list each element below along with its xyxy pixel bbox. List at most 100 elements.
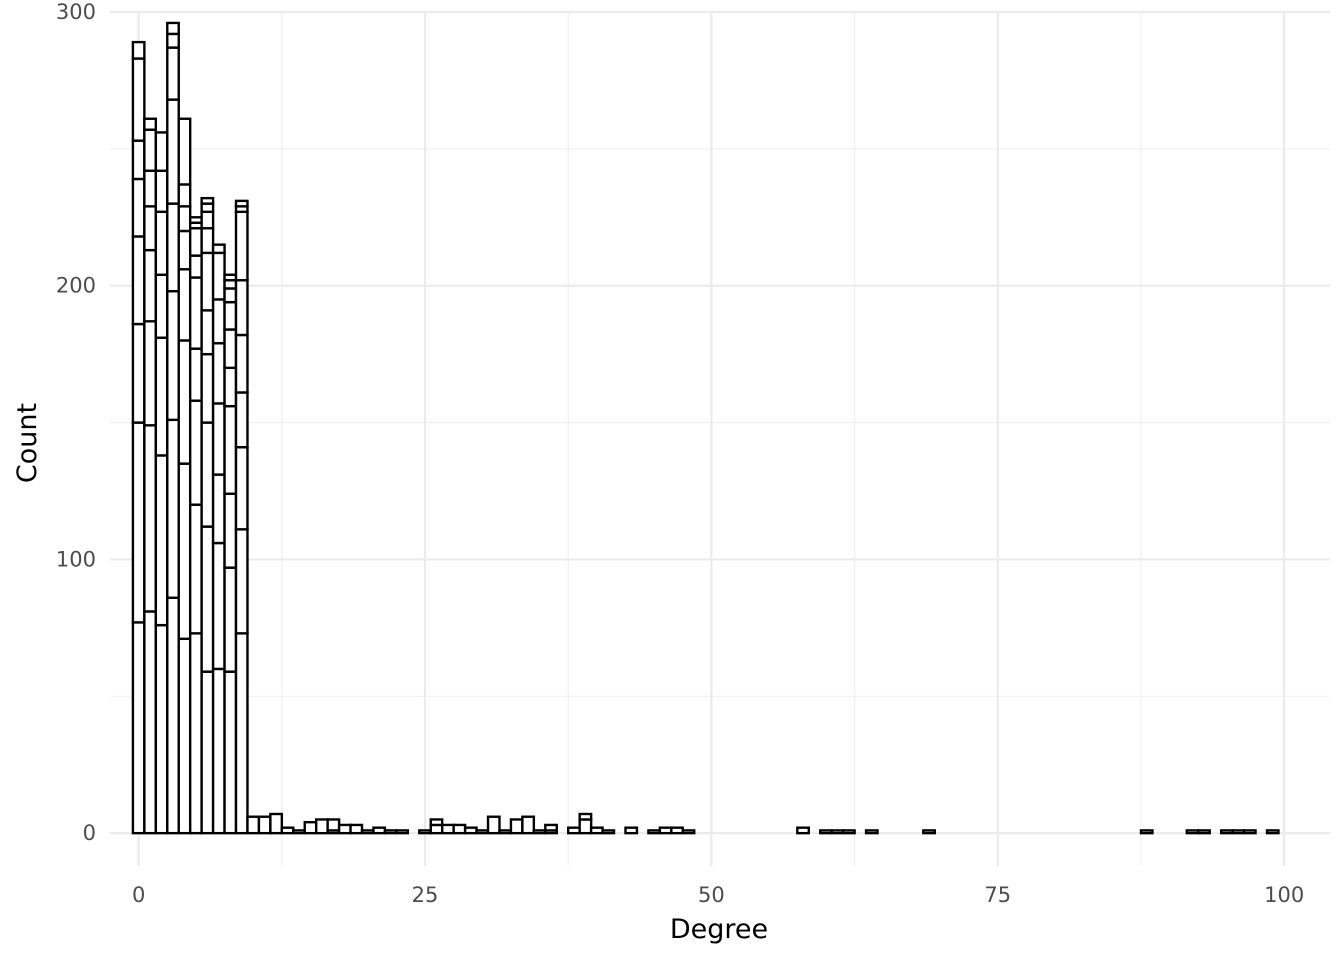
histogram-bar (131, 235, 146, 326)
histogram-bar (395, 829, 410, 835)
histogram-bar (166, 596, 180, 835)
histogram-bar (177, 339, 192, 465)
histogram-bar (1265, 829, 1280, 835)
y-tick-label: 300 (56, 0, 96, 24)
histogram-bar (223, 404, 238, 495)
histogram-bar (475, 829, 490, 835)
x-tick-label: 100 (1264, 883, 1304, 907)
histogram-bar (681, 829, 696, 835)
histogram-bar (360, 829, 375, 835)
histogram-bar (658, 826, 673, 835)
histogram-bar (1139, 829, 1154, 835)
histogram-bar (337, 823, 352, 835)
histogram-bar (188, 227, 203, 257)
histogram-bar (819, 829, 833, 835)
histogram-bar (166, 21, 180, 36)
histogram-bar (177, 637, 192, 835)
histogram-bar (211, 473, 226, 545)
histogram-bar (200, 210, 215, 230)
histogram-bar (200, 309, 215, 356)
histogram-bar (578, 818, 593, 835)
histogram-bar (544, 823, 558, 832)
histogram-bar (578, 812, 593, 821)
histogram-bar (326, 818, 341, 832)
histogram-bar (303, 821, 318, 835)
histogram-bar (131, 139, 146, 181)
histogram-bar (211, 251, 226, 301)
histogram-bar (234, 446, 249, 531)
histogram-bar (200, 670, 215, 835)
histogram-bar (154, 210, 169, 276)
histogram-bars (131, 21, 1280, 835)
histogram-bar (223, 366, 238, 408)
histogram-bar (154, 273, 169, 339)
tick-labels: 0 25 50 75 100 0 100 200 300 (56, 0, 1304, 907)
histogram-bar (166, 32, 180, 49)
histogram-bar (234, 632, 249, 835)
histogram-bar (463, 826, 478, 835)
histogram-bar (429, 823, 444, 835)
histogram-bar (223, 279, 238, 290)
histogram-bar (143, 169, 158, 208)
histogram-bar (177, 229, 192, 271)
histogram-bar (200, 196, 215, 205)
histogram-bar (154, 169, 169, 214)
x-axis-title: Degree (670, 914, 768, 945)
y-axis-title: Count (12, 403, 43, 483)
histogram-bar (234, 333, 249, 394)
histogram-bar (383, 829, 398, 835)
histogram-bar (670, 826, 684, 835)
histogram-bar (166, 202, 180, 293)
histogram-bar (624, 826, 639, 835)
histogram-bar (188, 347, 203, 402)
histogram-bar (532, 829, 547, 835)
histogram-bar (498, 829, 513, 835)
histogram-bar (177, 117, 192, 186)
histogram-bar (647, 829, 662, 835)
histogram-bar (154, 454, 169, 627)
histogram-bar (841, 829, 856, 835)
histogram-bar (154, 336, 169, 457)
histogram-bar (166, 98, 180, 205)
histogram-bar (1242, 829, 1257, 835)
histogram-bar (234, 199, 249, 208)
x-tick-label: 25 (412, 883, 439, 907)
histogram-bar (223, 492, 238, 569)
histogram-bar (200, 227, 215, 255)
x-tick-label: 75 (984, 883, 1011, 907)
histogram-bar (131, 322, 146, 424)
histogram-bar (131, 621, 146, 835)
histogram-bar (223, 566, 238, 673)
histogram-bar (257, 815, 272, 835)
histogram-bar (200, 421, 215, 528)
histogram-bar (349, 823, 364, 835)
histogram-bar (211, 298, 226, 345)
histogram-bar (292, 829, 306, 835)
histogram-bar (177, 462, 192, 641)
histogram-bar (223, 287, 238, 304)
histogram-bar (567, 826, 581, 835)
histogram-bar (143, 128, 158, 172)
histogram-bar (166, 418, 180, 599)
histogram-bar (1185, 829, 1200, 835)
histogram-bar (188, 276, 203, 350)
histogram-bar (796, 826, 810, 835)
histogram-bar (166, 289, 180, 422)
y-tick-label: 200 (56, 274, 96, 298)
histogram-bar (280, 826, 295, 835)
histogram-bar (188, 632, 203, 835)
histogram-bar (177, 268, 192, 342)
histogram-bar (1197, 829, 1211, 835)
histogram-bar (234, 210, 249, 282)
histogram-bar (200, 251, 215, 312)
histogram-bar (200, 202, 215, 214)
histogram-bar (601, 829, 616, 835)
histogram-bar (188, 399, 203, 506)
histogram-bar (223, 273, 238, 282)
histogram-bar (143, 248, 158, 323)
y-tick-label: 0 (83, 821, 96, 845)
histogram-bar (1231, 829, 1246, 835)
histogram-bar (452, 823, 467, 835)
histogram-bar (1219, 829, 1234, 835)
histogram-bar (223, 670, 238, 835)
